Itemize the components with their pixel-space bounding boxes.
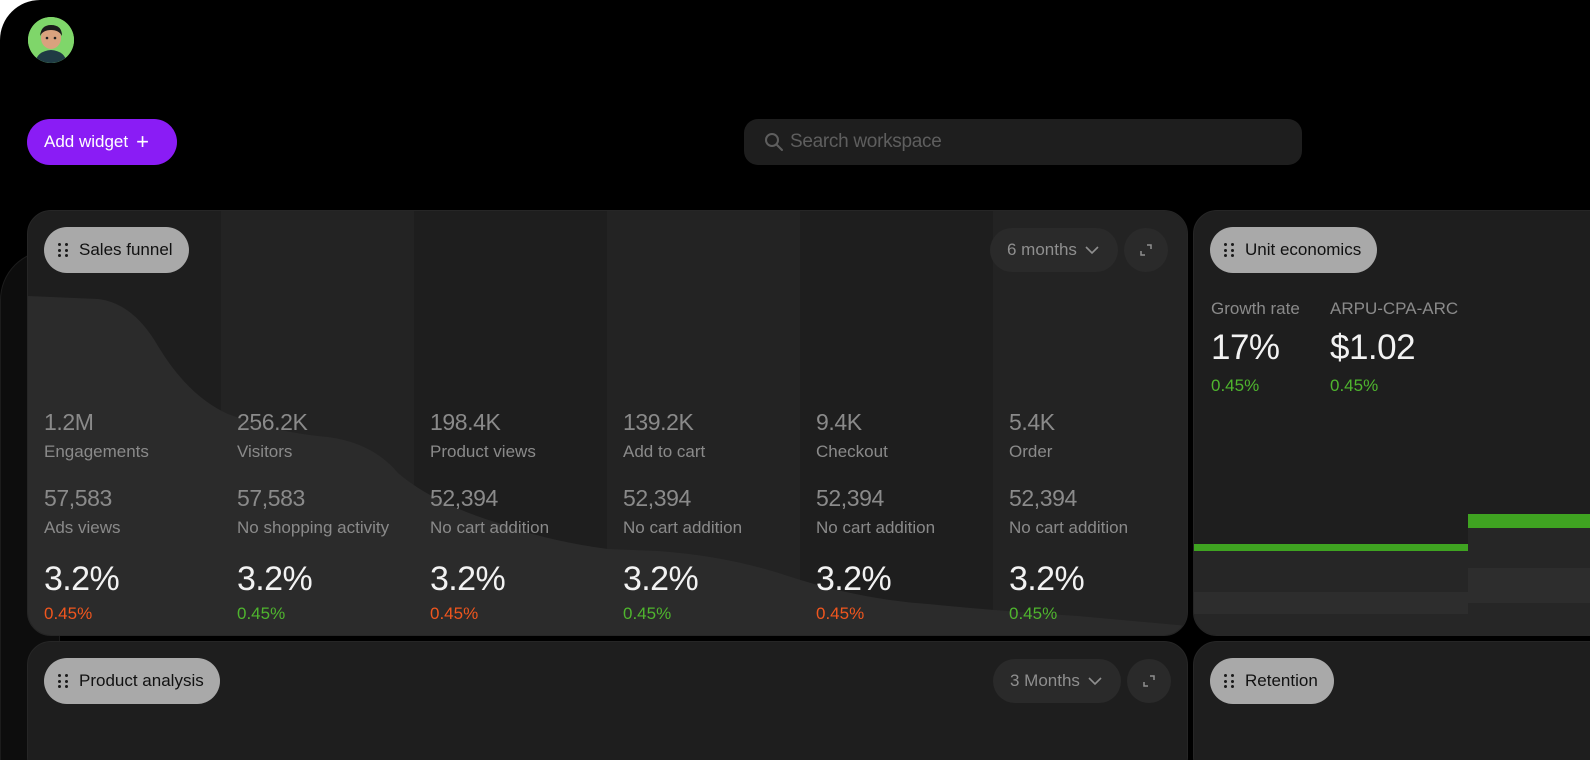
stage-sub-value: 52,394 bbox=[430, 485, 498, 511]
stage-name: Add to cart bbox=[623, 442, 706, 461]
stage-rate: 3.2% bbox=[1009, 560, 1085, 598]
sales-funnel-expand-button[interactable] bbox=[1124, 228, 1168, 272]
funnel-stage: 139.2K Add to cart 52,394 No cart additi… bbox=[607, 211, 800, 635]
retention-widget: Retention bbox=[1193, 641, 1590, 760]
stage-sub-value: 57,583 bbox=[237, 485, 305, 511]
avatar-image bbox=[28, 17, 74, 63]
search-bar[interactable] bbox=[744, 119, 1302, 165]
chevron-down-icon bbox=[1085, 245, 1099, 254]
metric-value: $1.02 bbox=[1330, 328, 1416, 367]
metric-label: Growth rate bbox=[1211, 299, 1300, 318]
stage-rate: 3.2% bbox=[44, 560, 120, 598]
retention-title: Retention bbox=[1245, 671, 1318, 690]
stage-sub-value: 52,394 bbox=[1009, 485, 1077, 511]
growth-rate-metric: Growth rate 17% 0.45% bbox=[1211, 299, 1300, 396]
funnel-stage: 1.2M Engagements 57,583 Ads views 3.2% 0… bbox=[28, 211, 221, 635]
stage-value: 198.4K bbox=[430, 409, 501, 435]
stage-delta: 0.45% bbox=[430, 604, 479, 623]
metric-value: 17% bbox=[1211, 328, 1280, 367]
unit-economics-widget: Unit economics Growth rate 17% 0.45% ARP… bbox=[1193, 210, 1590, 636]
period-label: 6 months bbox=[1007, 240, 1077, 259]
funnel-stage: 256.2K Visitors 57,583 No shopping activ… bbox=[221, 211, 414, 635]
sales-funnel-period-select[interactable]: 6 months bbox=[990, 228, 1118, 272]
drag-handle-icon bbox=[58, 243, 68, 257]
stage-delta: 0.45% bbox=[1009, 604, 1058, 623]
product-analysis-drag-chip[interactable]: Product analysis bbox=[44, 658, 220, 704]
stage-name: Order bbox=[1009, 442, 1053, 461]
search-icon bbox=[765, 133, 783, 151]
period-label: 3 Months bbox=[1010, 671, 1080, 690]
stage-sub-name: Ads views bbox=[44, 518, 121, 537]
expand-icon bbox=[1143, 675, 1155, 687]
stage-sub-name: No cart addition bbox=[430, 518, 550, 537]
sales-funnel-drag-chip[interactable]: Sales funnel bbox=[44, 227, 189, 273]
stage-value: 139.2K bbox=[623, 409, 694, 435]
stage-sub-name: No cart addition bbox=[816, 518, 936, 537]
arpu-metric: ARPU-CPA-ARC $1.02 0.45% bbox=[1330, 299, 1458, 396]
stage-delta: 0.45% bbox=[816, 604, 865, 623]
plus-icon: + bbox=[136, 129, 149, 154]
stage-value: 256.2K bbox=[237, 409, 308, 435]
stage-delta: 0.45% bbox=[237, 604, 286, 623]
metric-delta: 0.45% bbox=[1211, 376, 1260, 395]
unit-economics-step-chart bbox=[1194, 514, 1590, 635]
funnel-area-chart bbox=[28, 211, 1187, 635]
stage-value: 1.2M bbox=[44, 409, 94, 435]
drag-handle-icon bbox=[1224, 243, 1234, 257]
stage-sub-name: No cart addition bbox=[1009, 518, 1129, 537]
stage-rate: 3.2% bbox=[430, 560, 506, 598]
stage-name: Engagements bbox=[44, 442, 149, 461]
chevron-down-icon bbox=[1088, 676, 1102, 685]
stage-sub-name: No cart addition bbox=[623, 518, 743, 537]
unit-economics-title: Unit economics bbox=[1245, 240, 1362, 259]
user-avatar[interactable] bbox=[28, 17, 74, 63]
stage-name: Visitors bbox=[237, 442, 293, 461]
search-input[interactable] bbox=[790, 131, 1270, 153]
metric-label: ARPU-CPA-ARC bbox=[1330, 299, 1459, 318]
metric-delta: 0.45% bbox=[1330, 376, 1379, 395]
sales-funnel-widget: Sales funnel 6 months 1.2M Engagements 5… bbox=[27, 210, 1188, 636]
stage-sub-value: 57,583 bbox=[44, 485, 112, 511]
stage-rate: 3.2% bbox=[623, 560, 699, 598]
add-widget-button[interactable]: Add widget + bbox=[27, 119, 177, 165]
add-widget-label: Add widget bbox=[44, 132, 129, 151]
stage-sub-value: 52,394 bbox=[623, 485, 691, 511]
stage-value: 5.4K bbox=[1009, 409, 1055, 435]
funnel-stage: 9.4K Checkout 52,394 No cart addition 3.… bbox=[800, 211, 993, 635]
expand-icon bbox=[1140, 244, 1152, 256]
stage-delta: 0.45% bbox=[623, 604, 672, 623]
stage-value: 9.4K bbox=[816, 409, 862, 435]
funnel-stage: 5.4K Order 52,394 No cart addition 3.2% … bbox=[993, 211, 1186, 635]
stage-name: Checkout bbox=[816, 442, 888, 461]
product-analysis-title: Product analysis bbox=[79, 671, 204, 690]
funnel-stage: 198.4K Product views 52,394 No cart addi… bbox=[414, 211, 607, 635]
stage-rate: 3.2% bbox=[237, 560, 313, 598]
sales-funnel-title: Sales funnel bbox=[79, 240, 173, 259]
stage-sub-value: 52,394 bbox=[816, 485, 884, 511]
product-analysis-widget: Product analysis 3 Months bbox=[27, 641, 1188, 760]
stage-rate: 3.2% bbox=[816, 560, 892, 598]
drag-handle-icon bbox=[1224, 674, 1234, 688]
product-analysis-expand-button[interactable] bbox=[1127, 659, 1171, 703]
drag-handle-icon bbox=[58, 674, 68, 688]
unit-economics-drag-chip[interactable]: Unit economics bbox=[1210, 227, 1378, 273]
stage-delta: 0.45% bbox=[44, 604, 93, 623]
stage-name: Product views bbox=[430, 442, 536, 461]
retention-drag-chip[interactable]: Retention bbox=[1210, 658, 1334, 704]
product-analysis-period-select[interactable]: 3 Months bbox=[993, 659, 1121, 703]
stage-sub-name: No shopping activity bbox=[237, 518, 390, 537]
